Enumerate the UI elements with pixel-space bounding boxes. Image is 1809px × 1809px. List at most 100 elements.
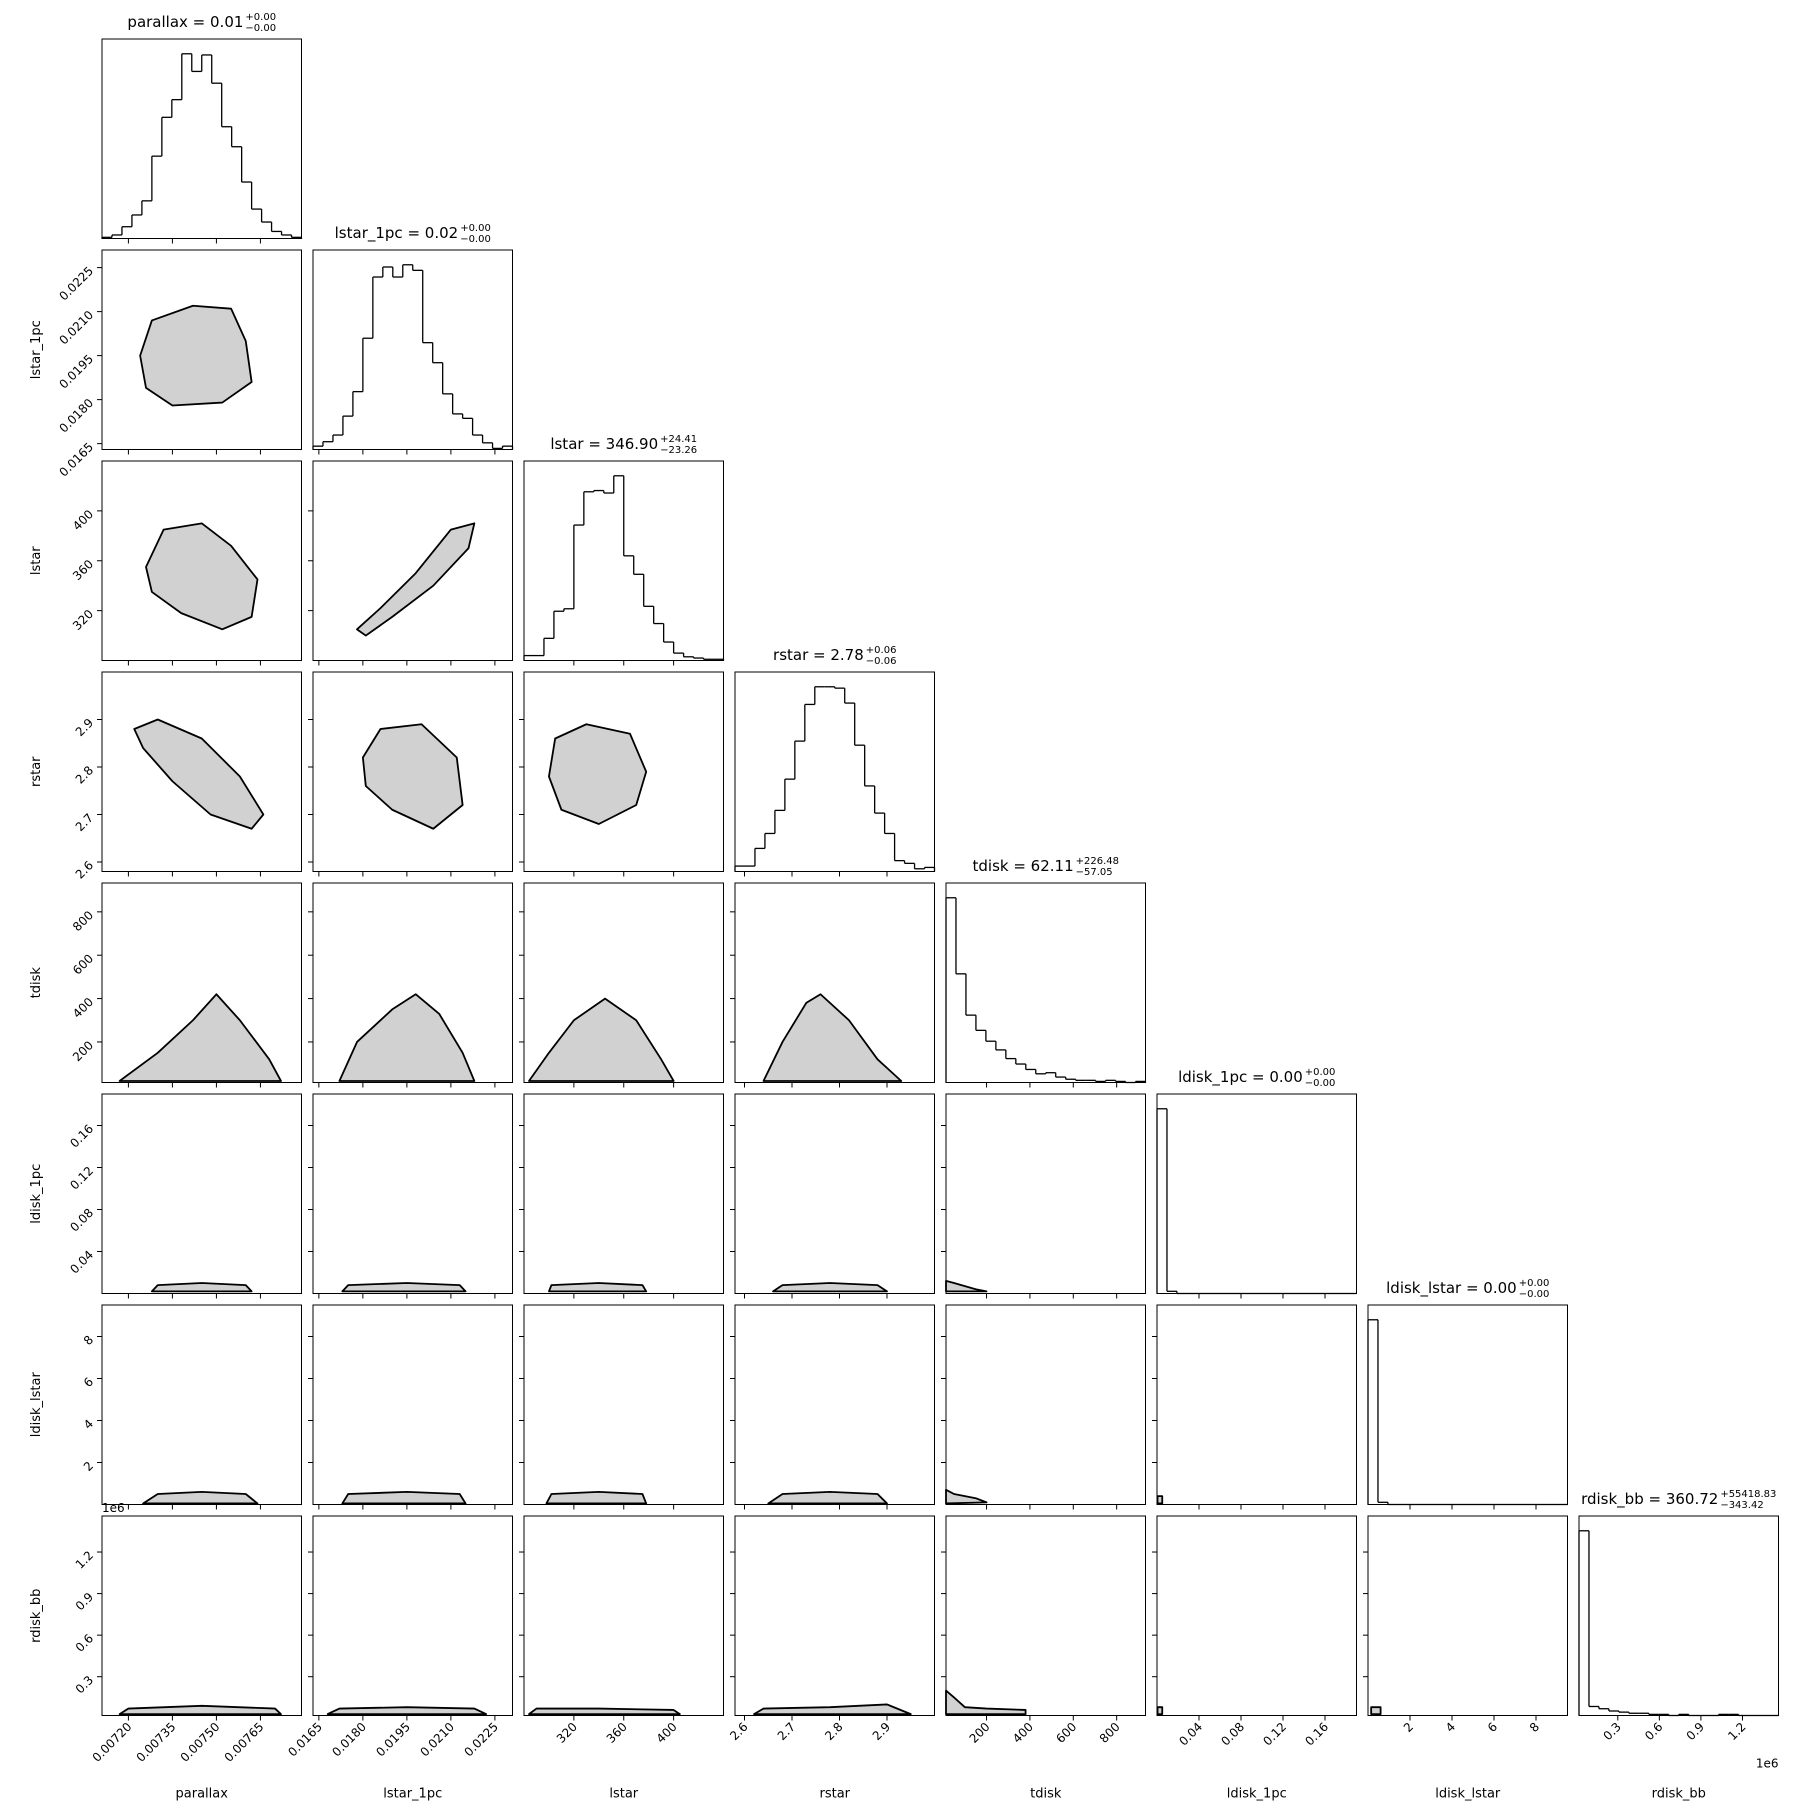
panel-title: rdisk_bb = 360.72 (1581, 1490, 1718, 1509)
x-tick-label: 0.00765 (222, 1720, 267, 1765)
y-axis-label: ldisk_lstar (29, 1372, 44, 1438)
x-tick-label: 400 (654, 1720, 680, 1746)
panel-title: tdisk = 62.11 (973, 857, 1074, 875)
x-tick-label: 0.0210 (417, 1720, 457, 1760)
x-tick-label: 800 (1097, 1720, 1123, 1746)
panel-title: ldisk_1pc = 0.00 (1178, 1068, 1303, 1087)
x-axis-label: ldisk_1pc (1227, 1787, 1287, 1802)
panel-frame (734, 882, 935, 1083)
title-upper: +0.00 (245, 12, 276, 23)
x-tick-label: 0.0180 (329, 1720, 369, 1760)
y-tick-label: 0.0225 (57, 264, 97, 304)
title-upper: +24.41 (660, 434, 697, 445)
x-axis-label: rdisk_bb (1652, 1787, 1706, 1802)
panel-frame (523, 1515, 724, 1716)
title-upper: +0.06 (866, 645, 897, 656)
y-tick-label: 2.7 (73, 811, 96, 834)
y-tick-label: 8 (81, 1333, 96, 1348)
contour (139, 304, 253, 407)
panel-frame (101, 882, 302, 1083)
y-tick-label: 0.0210 (57, 308, 97, 348)
title-lower: −0.00 (460, 234, 491, 245)
y-axis-label: ldisk_1pc (29, 1164, 44, 1224)
y-axis-label: lstar (29, 546, 44, 575)
title-lower: −0.00 (1305, 1078, 1336, 1089)
contour (753, 1703, 912, 1716)
x-tick-label: 0.0225 (461, 1720, 501, 1760)
panel-frame (1367, 1515, 1568, 1716)
title-lower: −0.00 (245, 23, 276, 34)
panel-frame (101, 671, 302, 872)
panel-frame (101, 1515, 302, 1716)
y-tick-label: 0.04 (67, 1248, 96, 1277)
panel-frame (312, 671, 513, 872)
panel-frame (523, 460, 724, 661)
title-upper: +226.48 (1076, 856, 1119, 867)
title-lower: −0.00 (1519, 1289, 1550, 1300)
y-tick-label: 0.16 (67, 1122, 96, 1151)
x-axis-label: rstar (819, 1787, 850, 1802)
contour (326, 1706, 487, 1716)
x-offset-label: 1e6 (1756, 1757, 1779, 1771)
panel-frame (1367, 1304, 1568, 1505)
y-tick-label: 0.0180 (57, 396, 97, 436)
contour (361, 723, 464, 830)
panel-frame (1156, 1304, 1357, 1505)
x-tick-label: 600 (1053, 1720, 1079, 1746)
x-tick-label: 0.04 (1176, 1720, 1205, 1749)
contour (150, 1282, 253, 1293)
panel-frame (523, 1304, 724, 1505)
contour (145, 522, 259, 631)
x-axis-label: lstar_1pc (383, 1787, 442, 1802)
y-tick-label: 400 (70, 995, 96, 1021)
panel-title: parallax = 0.01 (127, 13, 243, 31)
y-offset-label: 1e6 (102, 1501, 125, 1515)
panel-frame (734, 1304, 935, 1505)
x-tick-label: 0.00720 (90, 1720, 135, 1765)
x-tick-label: 400 (1010, 1720, 1036, 1746)
panel-frame (1156, 1515, 1357, 1716)
y-tick-label: 6 (81, 1375, 96, 1390)
panel-title: lstar = 346.90 (550, 435, 658, 453)
title-lower: −343.42 (1720, 1500, 1763, 1511)
x-tick-label: 200 (967, 1720, 993, 1746)
panel-frame (101, 38, 302, 239)
title-lower: −57.05 (1076, 867, 1113, 878)
x-tick-label: 8 (1527, 1720, 1542, 1735)
title-upper: +0.00 (460, 223, 491, 234)
x-tick-label: 0.00750 (178, 1720, 223, 1765)
contour (762, 993, 903, 1082)
x-axis-label: lstar (609, 1787, 638, 1802)
title-upper: +0.00 (1519, 1278, 1550, 1289)
x-tick-label: 2.6 (727, 1720, 750, 1743)
x-tick-label: 360 (604, 1720, 630, 1746)
contour (945, 1488, 988, 1505)
x-tick-label: 2.8 (822, 1720, 845, 1743)
panel-frame (312, 460, 513, 661)
x-tick-label: 0.12 (1260, 1720, 1289, 1749)
contour (945, 1689, 1027, 1716)
panel-frame (945, 1304, 1146, 1505)
panel-frame (1156, 1093, 1357, 1294)
y-tick-label: 400 (70, 507, 96, 533)
x-tick-label: 4 (1443, 1720, 1458, 1735)
x-tick-label: 0.3 (1601, 1720, 1624, 1743)
y-tick-label: 800 (70, 908, 96, 934)
y-tick-label: 0.9 (73, 1590, 96, 1613)
y-tick-label: 0.3 (73, 1673, 96, 1696)
x-axis-label: tdisk (1030, 1787, 1062, 1802)
panel-frame (312, 1515, 513, 1716)
x-axis-label: parallax (176, 1787, 229, 1802)
x-tick-label: 0.0195 (373, 1720, 413, 1760)
contour (945, 1280, 988, 1293)
contour (356, 522, 476, 637)
contour (338, 993, 476, 1082)
contour (772, 1282, 888, 1293)
panel-frame (945, 1515, 1146, 1716)
contour (341, 1491, 467, 1505)
title-lower: −0.06 (866, 656, 897, 667)
panel-frame (101, 1304, 302, 1505)
y-tick-label: 0.0165 (57, 440, 97, 480)
contour (133, 718, 265, 830)
